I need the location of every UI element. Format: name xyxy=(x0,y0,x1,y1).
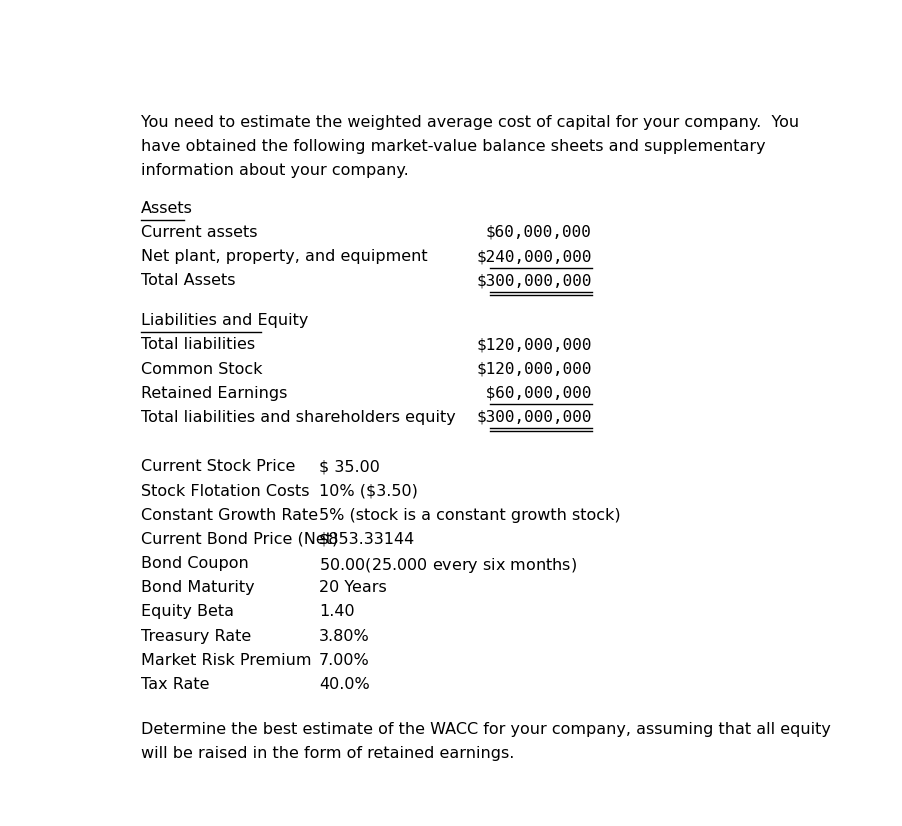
Text: Tax Rate: Tax Rate xyxy=(141,677,209,692)
Text: Current Bond Price (Net): Current Bond Price (Net) xyxy=(141,532,338,547)
Text: Treasury Rate: Treasury Rate xyxy=(141,629,251,643)
Text: $ 35.00: $ 35.00 xyxy=(319,459,380,474)
Text: Assets: Assets xyxy=(141,201,193,216)
Text: Bond Coupon: Bond Coupon xyxy=(141,556,248,571)
Text: Total liabilities: Total liabilities xyxy=(141,337,255,353)
Text: Common Stock: Common Stock xyxy=(141,362,262,377)
Text: Total liabilities and shareholders equity: Total liabilities and shareholders equit… xyxy=(141,410,456,425)
Text: information about your company.: information about your company. xyxy=(141,164,409,178)
Text: will be raised in the form of retained earnings.: will be raised in the form of retained e… xyxy=(141,746,514,761)
Text: $60,000,000: $60,000,000 xyxy=(476,386,592,401)
Text: 5% (stock is a constant growth stock): 5% (stock is a constant growth stock) xyxy=(319,508,621,523)
Text: Constant Growth Rate: Constant Growth Rate xyxy=(141,508,318,523)
Text: Net plant, property, and equipment: Net plant, property, and equipment xyxy=(141,249,428,264)
Text: have obtained the following market-value balance sheets and supplementary: have obtained the following market-value… xyxy=(141,140,765,154)
Text: $120,000,000: $120,000,000 xyxy=(476,362,592,377)
Text: Current assets: Current assets xyxy=(141,225,257,240)
Text: Determine the best estimate of the WACC for your company, assuming that all equi: Determine the best estimate of the WACC … xyxy=(141,722,831,737)
Text: $300,000,000: $300,000,000 xyxy=(476,273,592,288)
Text: Stock Flotation Costs: Stock Flotation Costs xyxy=(141,483,309,499)
Text: Bond Maturity: Bond Maturity xyxy=(141,581,254,596)
Text: 10% ($3.50): 10% ($3.50) xyxy=(319,483,418,499)
Text: Market Risk Premium: Market Risk Premium xyxy=(141,653,311,667)
Text: Equity Beta: Equity Beta xyxy=(141,605,234,620)
Text: Liabilities and Equity: Liabilities and Equity xyxy=(141,313,308,328)
Text: $60,000,000: $60,000,000 xyxy=(485,225,592,240)
Text: 40.0%: 40.0% xyxy=(319,677,370,692)
Text: Retained Earnings: Retained Earnings xyxy=(141,386,287,401)
Text: Current Stock Price: Current Stock Price xyxy=(141,459,295,474)
Text: $ 50.00   ($25.000 every six months): $ 50.00 ($25.000 every six months) xyxy=(319,556,577,575)
Text: $240,000,000: $240,000,000 xyxy=(476,249,592,264)
Text: 20 Years: 20 Years xyxy=(319,581,387,596)
Text: 1.40: 1.40 xyxy=(319,605,354,620)
Text: $120,000,000: $120,000,000 xyxy=(476,337,592,353)
Text: $300,000,000: $300,000,000 xyxy=(476,410,592,425)
Text: 7.00%: 7.00% xyxy=(319,653,370,667)
Text: Total Assets: Total Assets xyxy=(141,273,235,288)
Text: You need to estimate the weighted average cost of capital for your company.  You: You need to estimate the weighted averag… xyxy=(141,115,799,130)
Text: $853.33144: $853.33144 xyxy=(319,532,415,547)
Text: 3.80%: 3.80% xyxy=(319,629,370,643)
